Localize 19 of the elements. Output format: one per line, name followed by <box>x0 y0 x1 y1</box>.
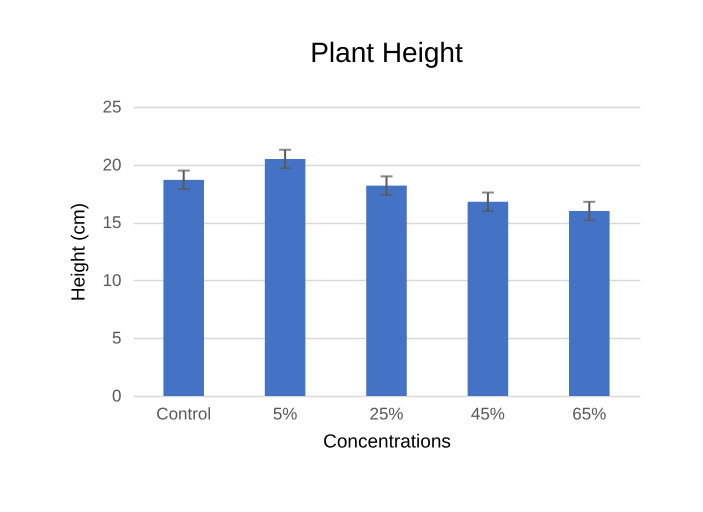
y-tick-label: 20 <box>102 155 122 174</box>
chart-title: Plant Height <box>310 37 463 68</box>
x-tick-label: Control <box>156 404 212 424</box>
y-tick-label: 5 <box>112 328 122 348</box>
bar <box>468 202 508 396</box>
x-axis-title: Concentrations <box>323 432 451 452</box>
x-tick-label: 45% <box>470 404 505 424</box>
y-tick-label: 15 <box>102 213 122 232</box>
bar <box>569 211 610 396</box>
bar <box>264 159 306 396</box>
bar <box>163 180 204 396</box>
y-tick-label: 0 <box>112 386 122 406</box>
x-tick-label: 5% <box>272 404 298 424</box>
x-tick-label: 65% <box>572 404 606 424</box>
y-tick-label: 25 <box>102 98 122 116</box>
bar <box>366 186 407 396</box>
y-axis-title: Height (cm) <box>68 202 90 302</box>
y-tick-label: 10 <box>102 270 122 290</box>
x-tick-label: 25% <box>369 404 404 424</box>
